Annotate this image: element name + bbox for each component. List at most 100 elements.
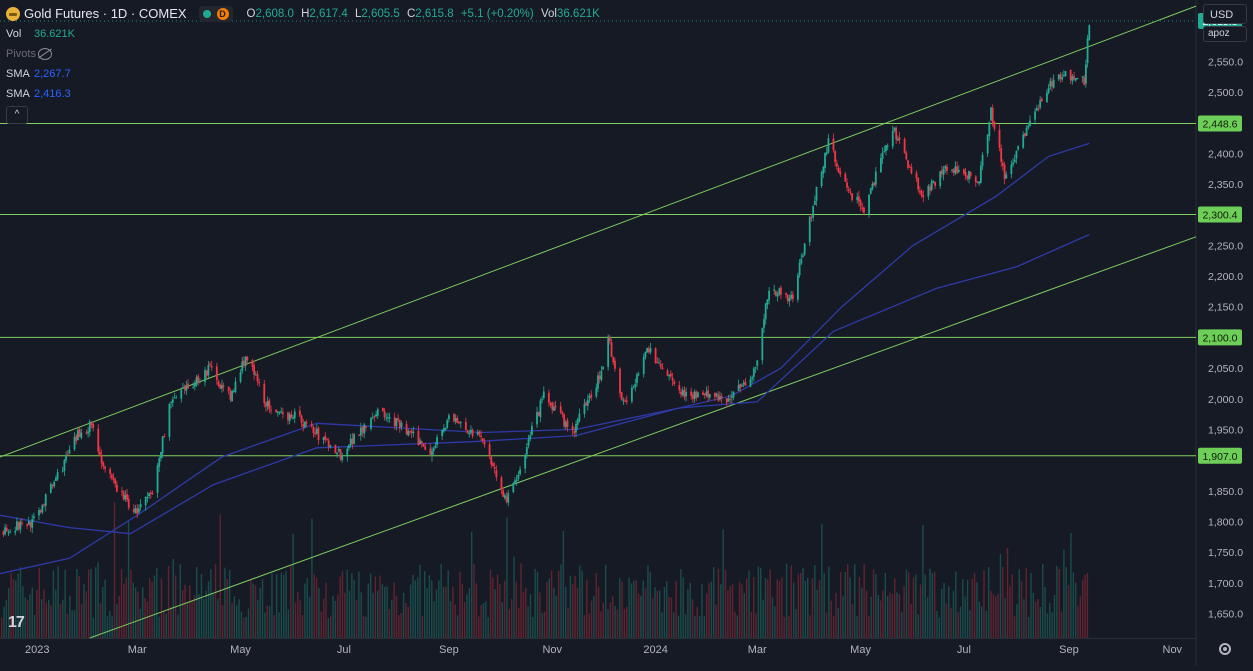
volume-bar <box>438 580 440 638</box>
volume-bar <box>480 604 482 638</box>
volume-bar <box>804 580 807 638</box>
volume-bar <box>950 607 952 638</box>
candle-body <box>808 216 811 243</box>
volume-bar <box>640 595 642 638</box>
volume-bar <box>872 569 875 638</box>
volume-bar <box>922 524 924 638</box>
volume-bar <box>1056 566 1058 638</box>
candle-body <box>302 423 305 428</box>
y-tick-label: 1,650.0 <box>1208 608 1243 620</box>
volume-bar <box>52 570 55 638</box>
candle-body <box>1081 76 1084 78</box>
volume-bar <box>449 601 452 638</box>
settings-icon[interactable] <box>1219 643 1231 655</box>
candle-body <box>588 396 591 399</box>
candle-body <box>77 430 79 440</box>
volume-bar <box>814 565 816 638</box>
volume-bar <box>456 615 459 638</box>
candle-body <box>647 348 650 353</box>
volume-bar <box>1023 599 1025 638</box>
volume-bar <box>471 531 473 638</box>
indicator-pivots[interactable]: Pivots <box>6 44 600 64</box>
candle-body <box>742 382 745 385</box>
candle-body <box>832 138 835 151</box>
candle-body <box>813 201 816 206</box>
volume-bar <box>172 559 174 638</box>
candle-body <box>874 171 877 185</box>
volume-bar <box>851 604 854 638</box>
volume-bar <box>647 565 649 638</box>
indicator-sma-2[interactable]: SMA 2,416.3 <box>6 84 600 104</box>
symbol-title[interactable]: Gold Futures · 1D · COMEX <box>24 6 187 21</box>
candle-body <box>541 399 543 401</box>
volume-bar <box>280 572 283 638</box>
volume-bar <box>452 586 454 638</box>
candle-body <box>649 348 652 353</box>
volume-bar <box>619 578 621 638</box>
volume-bar <box>191 600 193 638</box>
candle-body <box>127 498 130 508</box>
candle-body <box>298 410 301 416</box>
candle-body <box>905 152 908 160</box>
indicator-vol[interactable]: Vol 36.621K <box>6 24 600 44</box>
volume-bar <box>818 580 821 638</box>
volume-bar <box>574 576 576 638</box>
volume-bar <box>847 564 849 638</box>
candle-body <box>717 394 720 401</box>
candle-body <box>500 477 503 489</box>
volume-bar <box>513 556 515 638</box>
candle-body <box>693 391 696 400</box>
collapse-legend-button[interactable]: ^ <box>6 106 28 124</box>
volume-bar <box>595 572 597 638</box>
candle-body <box>517 474 520 479</box>
volume-bar <box>205 590 207 638</box>
scale-button[interactable]: apoz <box>1203 26 1247 42</box>
candle-body <box>780 287 782 295</box>
volume-bar <box>247 608 250 638</box>
volume-bar <box>442 586 445 638</box>
candle-body <box>630 387 633 402</box>
candle-body <box>515 479 518 482</box>
volume-bar <box>962 579 964 638</box>
volume-bar <box>12 579 15 638</box>
candle-body <box>114 479 117 484</box>
candle-body <box>608 337 611 342</box>
eye-off-icon[interactable] <box>38 48 52 60</box>
gold-coin-icon <box>6 7 20 21</box>
volume-bar <box>433 601 435 638</box>
volume-bar <box>409 584 412 638</box>
volume-bar <box>753 577 755 638</box>
currency-button[interactable]: USD <box>1203 4 1247 24</box>
volume-bar <box>722 529 724 638</box>
candle-body <box>149 492 152 494</box>
candle-body <box>695 391 698 398</box>
candle-body <box>810 217 813 219</box>
candle-body <box>393 417 396 427</box>
market-status[interactable]: D <box>198 6 233 22</box>
volume-bar <box>520 563 522 638</box>
volume-bar <box>273 615 275 638</box>
candle-body <box>219 384 222 389</box>
candle-body <box>146 497 149 499</box>
volume-bar <box>19 567 22 638</box>
candle-body <box>88 421 91 432</box>
candle-body <box>893 127 896 132</box>
candle-body <box>92 423 95 429</box>
candle-body <box>383 410 386 418</box>
candle-body <box>139 504 142 508</box>
candle-body <box>175 397 178 399</box>
volume-bar <box>99 603 102 638</box>
candle-body <box>705 391 708 396</box>
indicator-sma-1[interactable]: SMA 2,267.7 <box>6 64 600 84</box>
candle-body <box>883 150 886 152</box>
tradingview-logo[interactable]: 17 <box>8 614 25 631</box>
volume-bar <box>236 605 238 638</box>
candle-body <box>293 411 296 419</box>
volume-bar <box>661 612 663 638</box>
volume-bar <box>548 578 550 638</box>
candle-body <box>873 182 876 186</box>
candle-body <box>300 415 303 423</box>
volume-bar <box>985 610 988 638</box>
